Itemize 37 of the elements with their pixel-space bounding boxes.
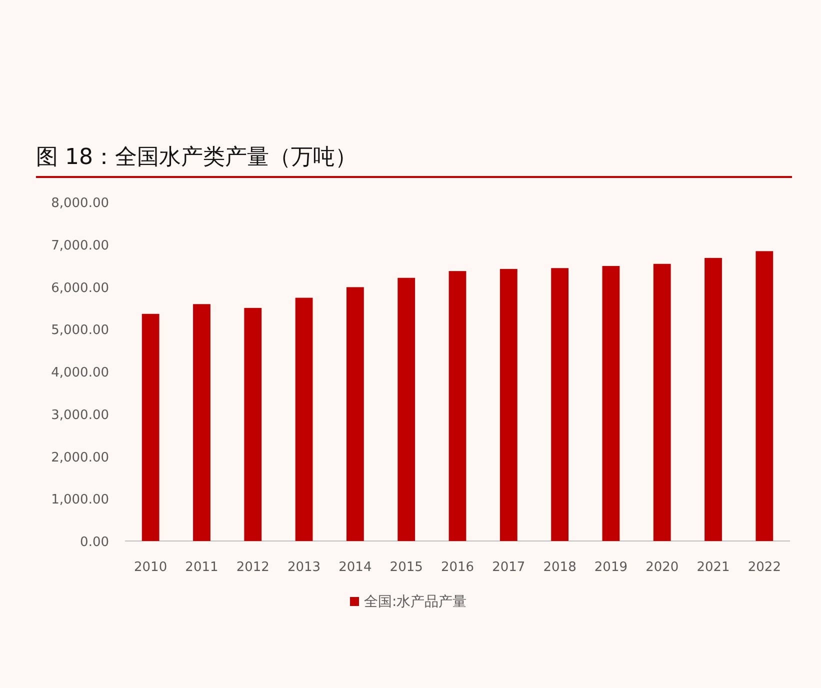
bar: [448, 271, 466, 541]
y-tick-label: 6,000.00: [51, 280, 109, 296]
x-tick-label: 2014: [338, 560, 372, 575]
x-tick-label: 2011: [185, 560, 218, 575]
bar: [346, 287, 364, 541]
bar: [142, 314, 160, 541]
x-tick-label: 2022: [748, 560, 781, 575]
bar: [704, 258, 722, 541]
x-tick-label: 2012: [236, 560, 270, 575]
bar: [602, 266, 620, 541]
bar: [193, 304, 210, 541]
chart-title: 图 18：全国水产类产量（万吨）: [36, 145, 357, 170]
x-tick-label: 2013: [287, 560, 321, 575]
bar: [500, 268, 518, 541]
bar: [653, 264, 671, 541]
x-tick-label: 2017: [492, 560, 526, 575]
x-tick-label: 2020: [646, 560, 679, 575]
x-tick-label: 2021: [696, 560, 730, 575]
y-tick-label: 4,000.00: [51, 366, 109, 380]
x-tick-label: 2015: [390, 560, 423, 575]
bar: [295, 298, 313, 541]
y-tick-label: 8,000.00: [51, 196, 109, 211]
y-tick-label: 7,000.00: [51, 238, 109, 254]
y-tick-label: 2,000.00: [51, 450, 109, 466]
x-tick-label: 2010: [134, 560, 168, 575]
bar: [398, 278, 416, 541]
y-tick-label: 0.00: [80, 535, 109, 550]
bar: [551, 268, 569, 541]
y-tick-label: 5,000.00: [51, 323, 109, 338]
bar: [244, 308, 262, 541]
x-tick-label: 2018: [543, 560, 576, 575]
x-tick-label: 2019: [594, 560, 628, 575]
y-tick-label: 1,000.00: [51, 492, 109, 508]
x-tick-label: 2016: [440, 560, 474, 575]
y-tick-label: 3,000.00: [51, 408, 109, 423]
legend-label: 全国:水产品产量: [364, 594, 467, 610]
bar: [756, 251, 774, 541]
